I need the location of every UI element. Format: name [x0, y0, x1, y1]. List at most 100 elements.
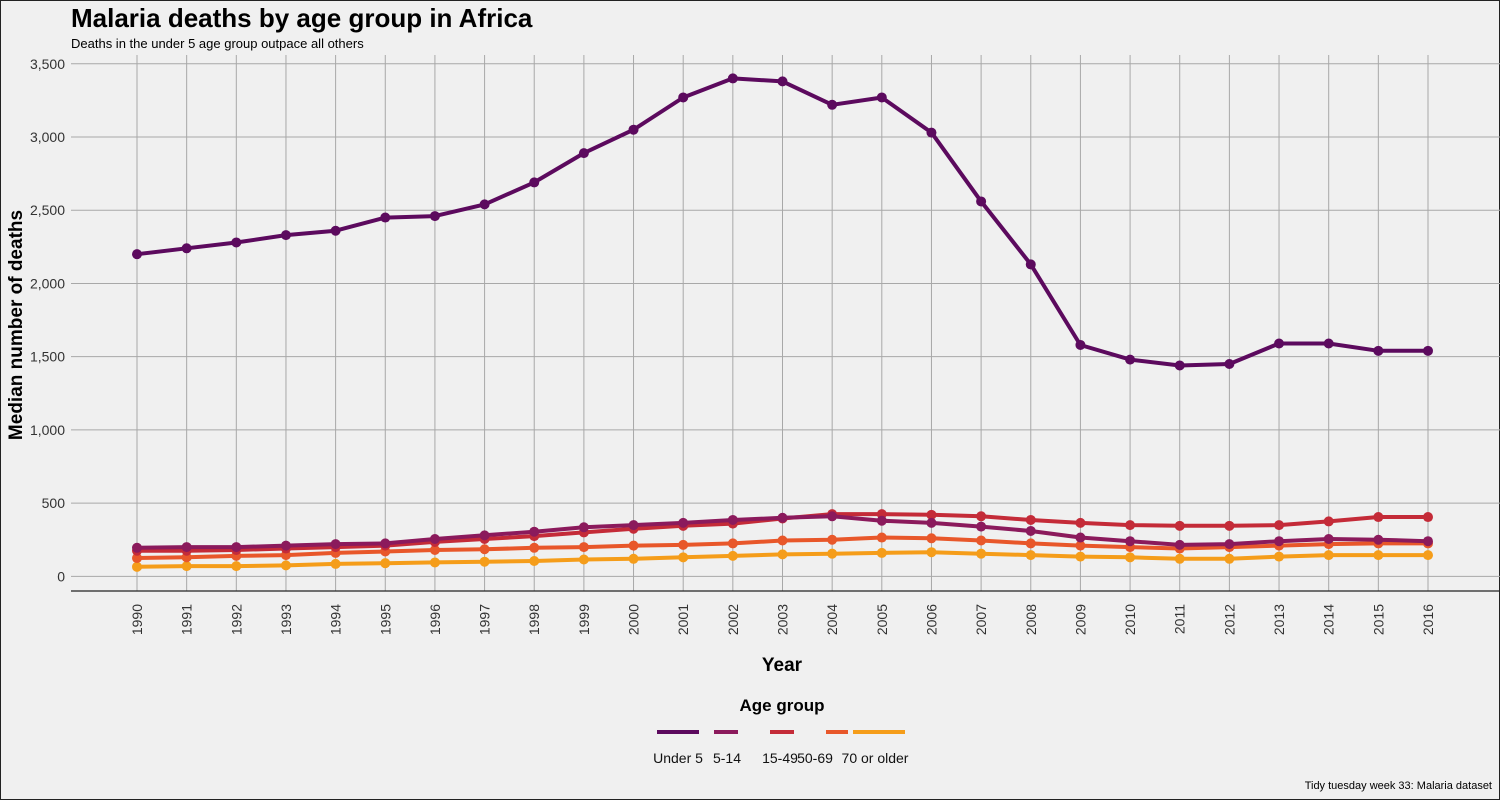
data-point-under-5	[330, 225, 341, 236]
y-axis-label: Median number of deaths	[6, 210, 27, 440]
x-tick-label: 2005	[874, 604, 890, 635]
series-5-14	[132, 511, 1433, 553]
data-point-50-69	[578, 542, 589, 553]
data-point-5-14	[479, 530, 490, 541]
data-point-15-49	[1075, 517, 1086, 528]
legend-label-50-69: 50-69	[797, 750, 833, 766]
data-point-50-69	[926, 533, 937, 544]
data-point-50-69	[678, 539, 689, 550]
data-point-70-or-older	[628, 553, 639, 564]
data-point-50-69	[1025, 538, 1036, 549]
data-point-50-69	[132, 553, 142, 564]
data-point-70-or-older	[380, 558, 391, 569]
x-tick-label: 1997	[477, 604, 493, 635]
data-point-under-5	[132, 249, 142, 260]
data-point-5-14	[976, 521, 987, 532]
data-point-under-5	[1025, 259, 1036, 270]
x-tick-label: 2004	[824, 604, 840, 635]
data-point-5-14	[777, 512, 788, 523]
data-point-70-or-older	[727, 550, 738, 561]
data-point-5-14	[1125, 536, 1136, 547]
data-point-50-69	[827, 534, 838, 545]
data-point-50-69	[529, 542, 540, 553]
data-point-under-5	[1075, 339, 1086, 350]
data-point-under-5	[1373, 345, 1384, 356]
y-tick-label: 0	[57, 568, 65, 584]
data-point-70-or-older	[1025, 550, 1036, 561]
x-tick-label: 2000	[626, 604, 642, 635]
data-point-5-14	[380, 538, 391, 549]
data-point-70-or-older	[876, 547, 887, 558]
data-point-50-69	[479, 544, 490, 555]
data-point-under-5	[976, 196, 987, 207]
x-tick-label: 1993	[278, 604, 294, 635]
data-point-under-5	[181, 243, 192, 254]
data-point-under-5	[578, 148, 589, 159]
data-point-5-14	[330, 539, 341, 550]
y-tick-label: 3,500	[30, 56, 65, 72]
data-point-70-or-older	[678, 552, 689, 563]
data-point-50-69	[976, 535, 987, 546]
data-point-70-or-older	[479, 556, 490, 567]
data-point-15-49	[1423, 512, 1433, 523]
x-tick-label: 1995	[377, 604, 393, 635]
data-point-70-or-older	[1323, 550, 1334, 561]
x-tick-label: 1994	[328, 604, 344, 635]
x-tick-label: 2012	[1221, 604, 1237, 635]
x-tick-label: 2002	[725, 604, 741, 635]
data-point-70-or-older	[1174, 553, 1185, 564]
data-point-under-5	[429, 211, 440, 222]
data-point-70-or-older	[1274, 551, 1285, 562]
series-lines	[132, 73, 1433, 572]
data-point-50-69	[628, 540, 639, 551]
data-point-70-or-older	[132, 561, 142, 572]
x-tick-label: 2010	[1122, 604, 1138, 635]
x-tick-label: 2006	[923, 604, 939, 635]
data-point-under-5	[1125, 354, 1136, 365]
data-point-5-14	[529, 526, 540, 537]
x-tick-label: 1991	[179, 604, 195, 635]
chart-caption: Tidy tuesday week 33: Malaria dataset	[1304, 780, 1492, 792]
data-point-70-or-older	[926, 547, 937, 558]
data-point-15-49	[1373, 512, 1384, 523]
x-axis-tick-labels: 1990 1991 1992 1993 1994 1995 1996 1997 1998 1999…	[129, 604, 1436, 635]
y-tick-label: 1,000	[30, 422, 65, 438]
data-point-under-5	[479, 199, 490, 210]
data-point-70-or-older	[578, 554, 589, 565]
data-point-5-14	[1423, 536, 1433, 547]
x-tick-label: 1998	[526, 604, 542, 635]
data-point-5-14	[1373, 534, 1384, 545]
data-point-5-14	[827, 511, 838, 522]
x-tick-label: 2009	[1072, 604, 1088, 635]
x-axis-label: Year	[762, 655, 803, 676]
data-point-70-or-older	[280, 560, 291, 571]
data-point-under-5	[727, 73, 738, 84]
data-point-5-14	[181, 542, 192, 553]
data-point-5-14	[578, 522, 589, 533]
x-tick-label: 2003	[775, 604, 791, 635]
data-point-70-or-older	[777, 549, 788, 560]
data-point-70-or-older	[181, 561, 192, 572]
data-point-70-or-older	[529, 555, 540, 566]
data-point-15-49	[976, 511, 987, 522]
data-point-15-49	[1323, 516, 1334, 527]
data-point-5-14	[1323, 534, 1334, 545]
data-point-under-5	[1323, 338, 1334, 349]
data-point-5-14	[1025, 525, 1036, 536]
y-axis-tick-labels: 0 500 1,000 1,500 2,000 2,500 3,000 3,500	[30, 56, 65, 585]
data-point-under-5	[777, 76, 788, 87]
data-point-under-5	[280, 230, 291, 241]
data-point-50-69	[1075, 540, 1086, 551]
data-point-under-5	[529, 177, 540, 188]
data-point-70-or-older	[1125, 552, 1136, 563]
data-point-70-or-older	[1075, 551, 1086, 562]
x-tick-label: 2013	[1271, 604, 1287, 635]
data-point-50-69	[777, 535, 788, 546]
data-point-15-49	[926, 509, 937, 520]
y-tick-label: 2,500	[30, 202, 65, 218]
data-point-under-5	[1423, 345, 1433, 356]
data-point-70-or-older	[976, 548, 987, 559]
data-point-under-5	[1274, 338, 1285, 349]
legend-title: Age group	[740, 696, 825, 715]
data-point-under-5	[926, 127, 937, 138]
